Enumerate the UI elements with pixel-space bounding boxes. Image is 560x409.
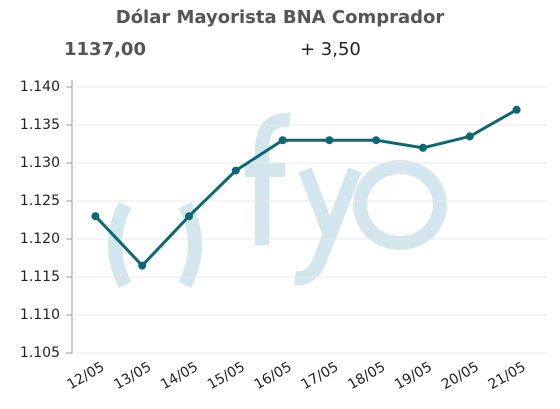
chart-title: Dólar Mayorista BNA Comprador: [116, 7, 445, 28]
point: [419, 143, 427, 152]
y-tick-label: 1.115: [20, 269, 60, 285]
point: [465, 132, 474, 141]
point: [325, 136, 334, 145]
point: [278, 136, 287, 145]
point: [91, 212, 100, 221]
x-tick-label: 17/05: [298, 359, 341, 393]
point: [512, 105, 521, 114]
y-tick-label: 1.130: [20, 155, 60, 171]
y-tick-label: 1.125: [20, 193, 60, 209]
y-tick-label: 1.135: [20, 117, 60, 133]
y-tick-label: 1.140: [20, 79, 60, 95]
point: [231, 166, 240, 175]
point: [185, 212, 193, 221]
x-tick-label: 16/05: [252, 359, 295, 393]
x-tick-label: 20/05: [439, 359, 482, 393]
y-tick-label: 1.105: [20, 345, 60, 361]
x-tick-label: 12/05: [64, 359, 107, 393]
y-tick-label: 1.110: [20, 307, 60, 323]
point: [138, 261, 147, 270]
x-tick-label: 18/05: [345, 359, 388, 393]
x-tick-label: 14/05: [158, 359, 201, 393]
line: [94, 108, 518, 268]
x-tick-label: 19/05: [392, 359, 435, 393]
x-tick-label: 21/05: [486, 359, 529, 393]
x-tick-label: 13/05: [111, 359, 154, 393]
x-tick-label: 15/05: [205, 359, 248, 393]
point: [372, 136, 381, 145]
y-tick-label: 1.120: [20, 231, 60, 247]
current-value: 1137,00: [64, 39, 146, 60]
change-value: + 3,50: [300, 39, 361, 60]
